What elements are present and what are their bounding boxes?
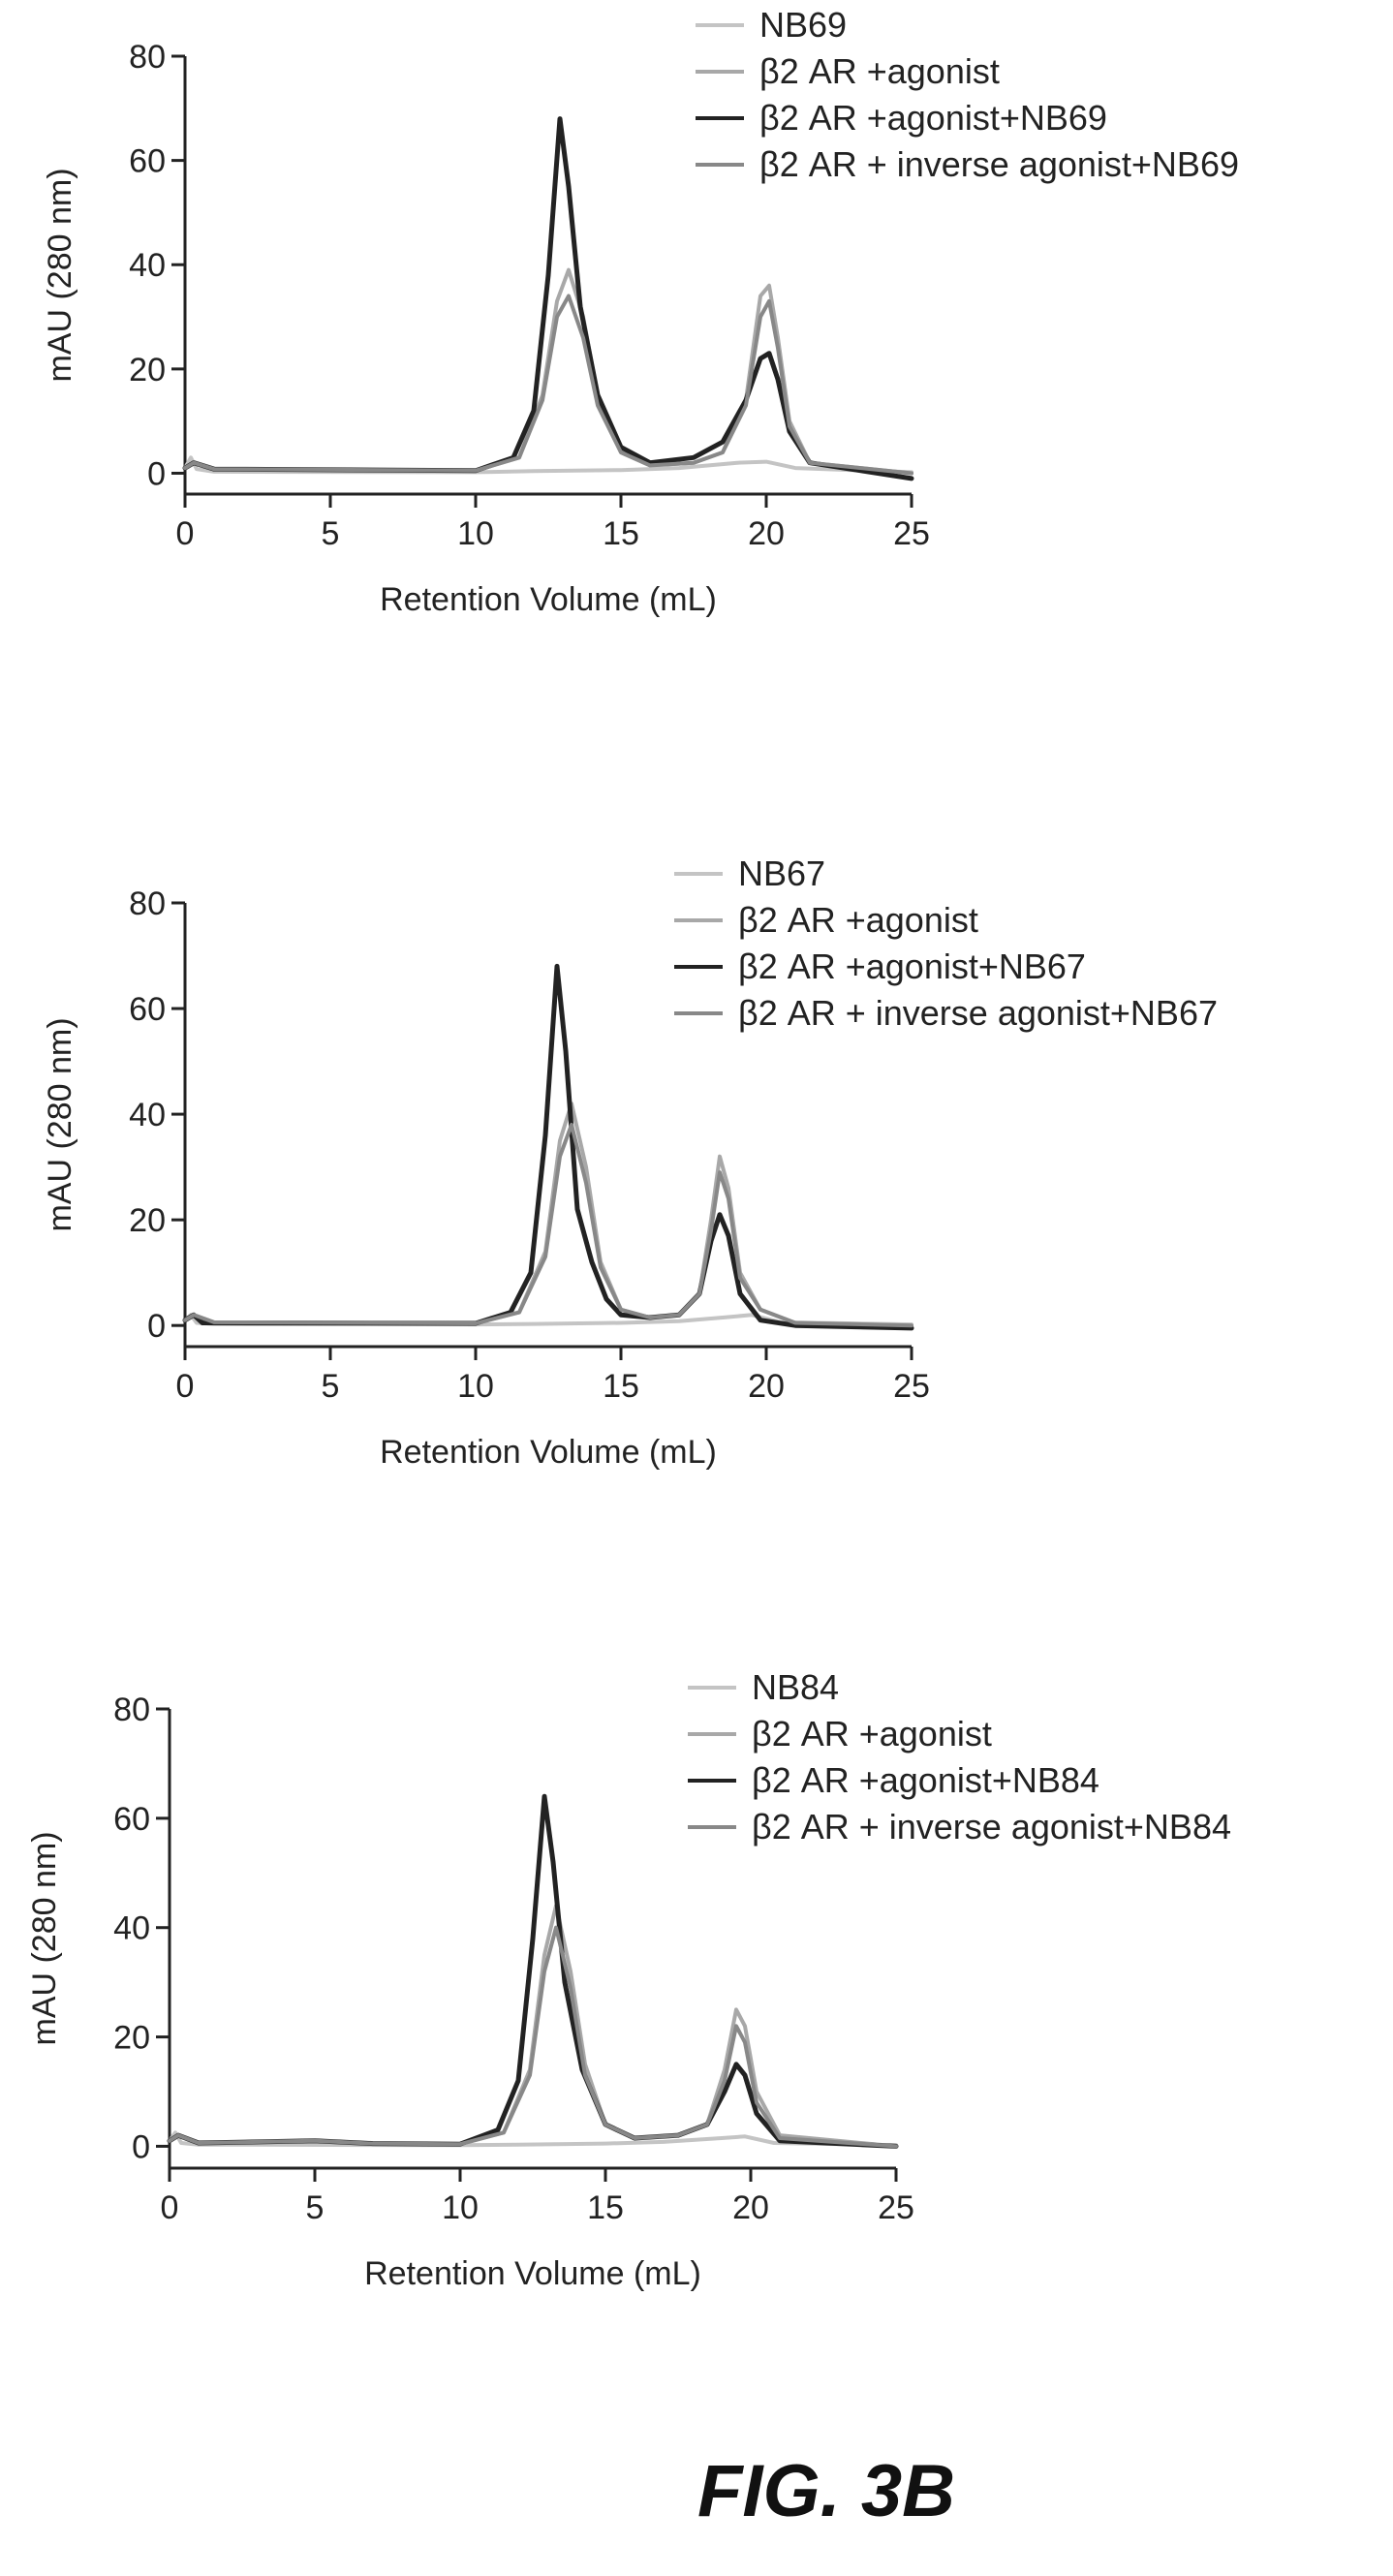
legend-label: NB67 [738, 853, 826, 893]
legend-label: β2 AR +agonist [759, 51, 1000, 91]
x-axis-title: Retention Volume (mL) [364, 2255, 701, 2292]
y-tick-label: 0 [147, 455, 166, 492]
y-tick-label: 20 [113, 2020, 150, 2057]
x-tick-label: 20 [748, 515, 785, 552]
x-tick-label: 5 [322, 1368, 340, 1405]
x-tick-label: 25 [893, 1368, 930, 1405]
x-tick-label: 5 [322, 515, 340, 552]
y-tick-label: 80 [113, 1691, 150, 1728]
x-tick-label: 15 [603, 515, 639, 552]
x-tick-label: 0 [176, 515, 195, 552]
x-axis-title: Retention Volume (mL) [380, 1434, 717, 1471]
y-tick-label: 60 [129, 991, 166, 1028]
legend-swatch [674, 918, 723, 922]
series-line [168, 1925, 898, 2149]
y-axis-title: mAU (280 nm) [26, 1831, 63, 2045]
legend-label: β2 AR + inverse agonist+NB84 [752, 1807, 1231, 1847]
legend-swatch [674, 965, 723, 969]
legend-label: β2 AR +agonist+NB67 [738, 947, 1086, 986]
y-tick-label: 40 [113, 1910, 150, 1947]
legend-label: NB84 [752, 1667, 840, 1707]
y-tick-label: 80 [129, 39, 166, 76]
x-tick-label: 25 [878, 2189, 914, 2226]
chart-svg: 0 20 40 60 80 0 5 10 15 20 25 Retention Volume (mL)… [42, 885, 930, 1471]
legend-swatch [688, 1686, 736, 1690]
legend-label: β2 AR + inverse agonist+NB69 [759, 144, 1239, 184]
legend-swatch [688, 1779, 736, 1783]
y-tick-label: 60 [129, 143, 166, 180]
y-tick-label: 60 [113, 1801, 150, 1838]
x-tick-label: 15 [603, 1368, 639, 1405]
x-axis-title: Retention Volume (mL) [380, 581, 717, 618]
y-tick-label: 0 [132, 2128, 150, 2165]
series-line [167, 1793, 899, 2149]
chart-svg: 0 20 40 60 80 0 5 10 15 20 25 Retention Volume (mL)… [42, 39, 930, 618]
x-tick-label: 0 [176, 1368, 195, 1405]
legend-swatch [696, 23, 744, 27]
x-tick-label: 5 [306, 2189, 325, 2226]
chart-panel-nb84: 0 20 40 60 80 0 5 10 15 20 25 Retention Volume (mL)… [0, 1666, 1393, 2364]
series-line [183, 455, 913, 475]
series-line [183, 294, 913, 476]
y-axis-title: mAU (280 nm) [42, 1017, 78, 1231]
y-tick-label: 0 [147, 1308, 166, 1345]
chart-panel-nb67: 0 20 40 60 80 0 5 10 15 20 25 Retention Volume (mL)… [0, 853, 1393, 1550]
legend-label: β2 AR +agonist [752, 1714, 992, 1754]
series-line [183, 1123, 913, 1328]
legend-swatch [674, 872, 723, 876]
x-tick-label: 15 [587, 2189, 624, 2226]
y-tick-label: 20 [129, 1202, 166, 1239]
legend-swatch [674, 1011, 723, 1015]
y-tick-label: 20 [129, 352, 166, 388]
x-tick-label: 20 [732, 2189, 769, 2226]
legend-swatch [688, 1732, 736, 1736]
series-line [183, 1102, 913, 1328]
x-tick-label: 10 [457, 515, 494, 552]
series-line [168, 2130, 898, 2148]
x-tick-label: 20 [748, 1368, 785, 1405]
legend-label: NB69 [759, 5, 848, 45]
chart-svg: 0 20 40 60 80 0 5 10 15 20 25 Retention Volume (mL)… [26, 1691, 914, 2292]
legend-label: β2 AR +agonist [738, 900, 978, 940]
legend-swatch [696, 163, 744, 167]
legend-label: β2 AR +agonist+NB69 [759, 98, 1107, 138]
y-tick-label: 40 [129, 1097, 166, 1133]
legend-label: β2 AR + inverse agonist+NB67 [738, 993, 1218, 1033]
x-tick-label: 25 [893, 515, 930, 552]
legend-swatch [688, 1825, 736, 1829]
legend-swatch [696, 70, 744, 74]
x-tick-label: 10 [457, 1368, 494, 1405]
legend-label: β2 AR +agonist+NB84 [752, 1760, 1099, 1800]
legend-swatch [696, 116, 744, 120]
y-tick-label: 80 [129, 885, 166, 922]
figure-label: FIG. 3B [697, 2450, 956, 2532]
x-tick-label: 0 [161, 2189, 179, 2226]
y-tick-label: 40 [129, 247, 166, 284]
chart-panel-nb69: 0 20 40 60 80 0 5 10 15 20 25 Retention Volume (mL)… [0, 0, 1393, 698]
y-axis-title: mAU (280 nm) [42, 168, 78, 382]
x-tick-label: 10 [442, 2189, 479, 2226]
